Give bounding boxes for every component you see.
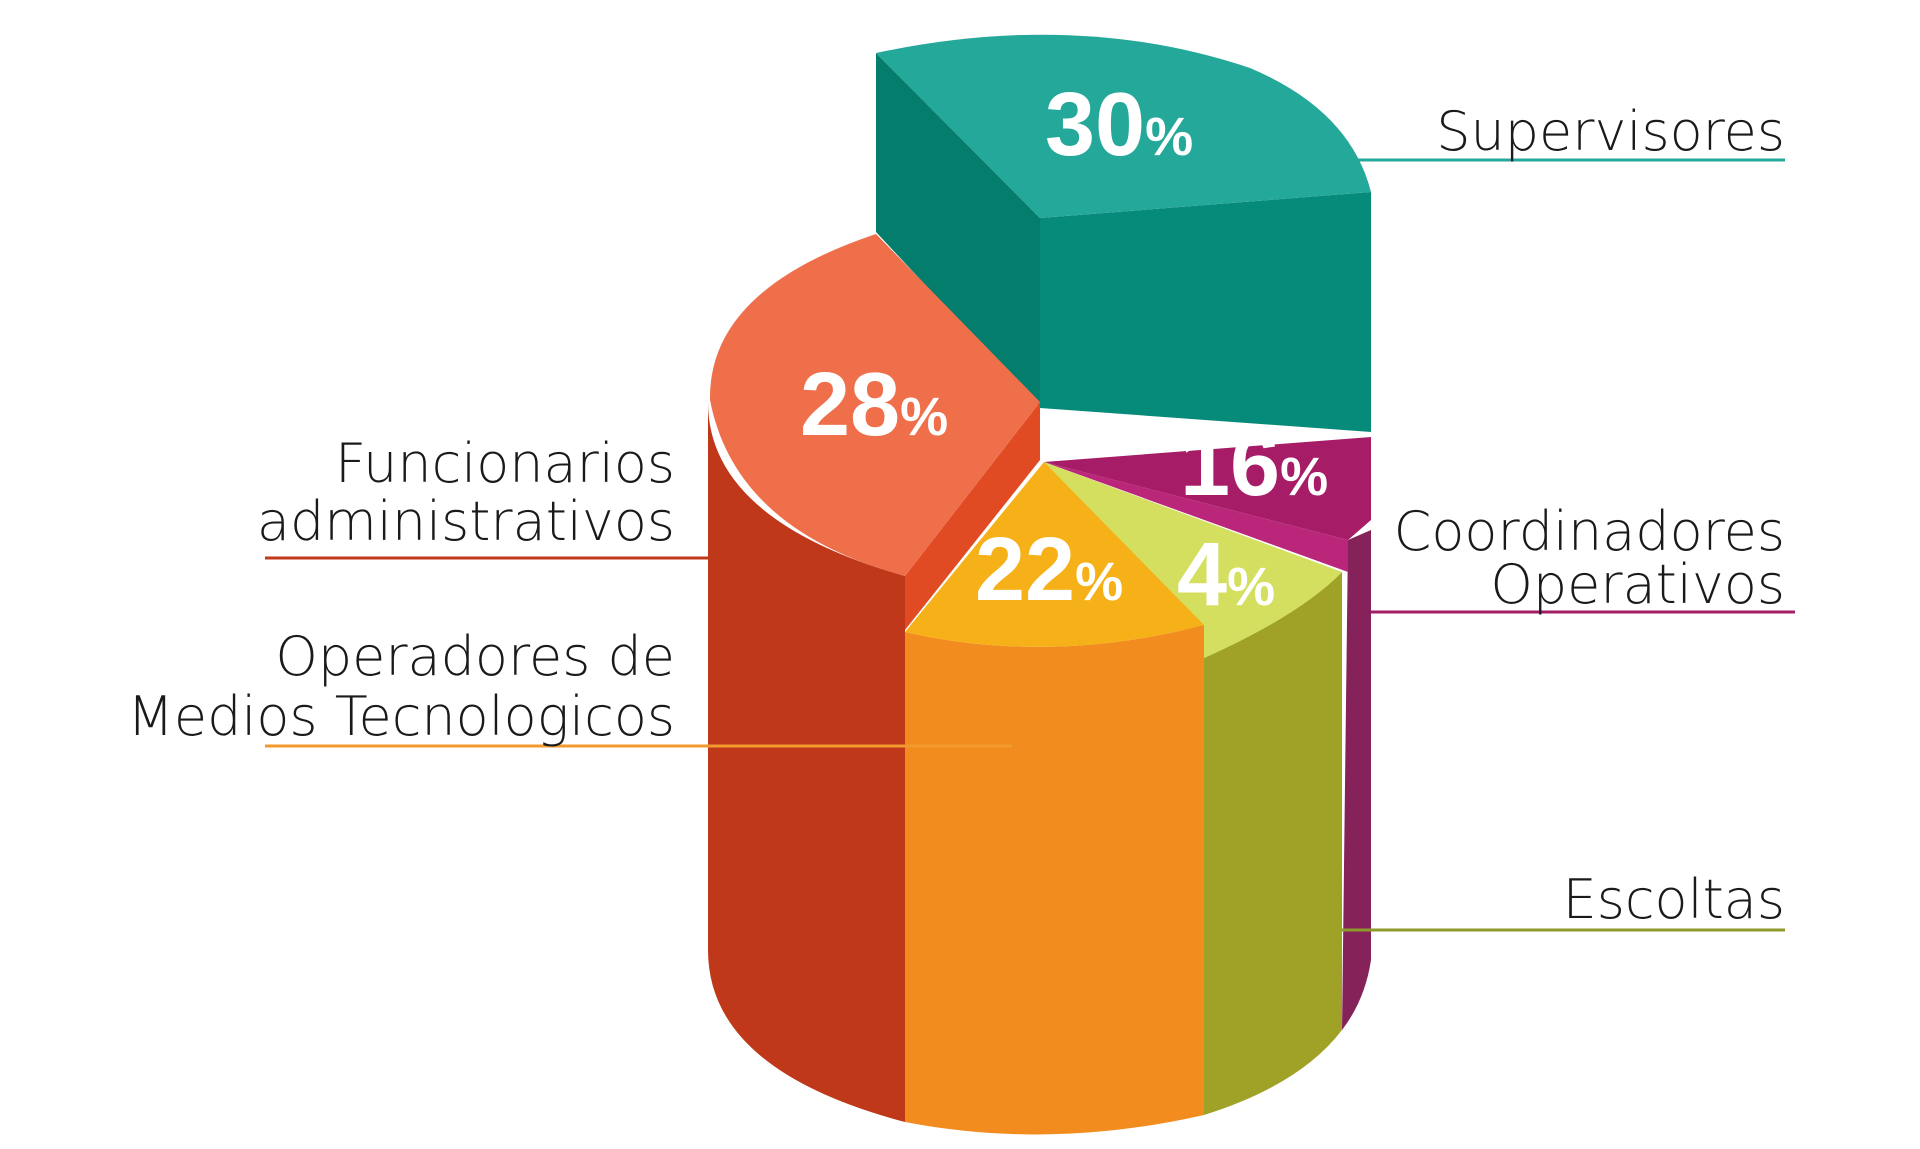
- category-label-coordinadores-line1: Coordinadores: [1394, 500, 1785, 563]
- pct-sign-supervisores: %: [1145, 107, 1193, 167]
- category-label-coordinadores-line2: Operativos: [1490, 553, 1785, 616]
- slice-coordinadores-top: [1044, 437, 1371, 540]
- pct-label-supervisores: 30%: [1045, 75, 1193, 175]
- slice-coordinadores: [1044, 437, 1371, 1030]
- slice-supervisores-inner-side: [876, 53, 1040, 408]
- category-label-operadores-line1: Operadores de: [275, 625, 675, 688]
- pct-sign-escoltas: %: [1227, 557, 1275, 617]
- slice-escoltas-outer-side: [1204, 572, 1342, 1115]
- pct-value-operadores: 22: [975, 520, 1075, 620]
- pct-value-escoltas: 4: [1177, 525, 1227, 625]
- slice-supervisores: [876, 34, 1371, 432]
- pct-label-funcionarios: 28%: [800, 355, 948, 455]
- pct-label-coordinadores: 16%: [1180, 415, 1328, 515]
- category-label-escoltas: Escoltas: [1563, 868, 1785, 931]
- slice-coordinadores-inner-side: [1044, 462, 1348, 572]
- slice-funcionarios-inner-side: [905, 402, 1040, 630]
- slice-operadores-top: [905, 462, 1204, 647]
- pct-sign-coordinadores: %: [1280, 447, 1328, 507]
- pct-value-supervisores: 30: [1045, 75, 1145, 175]
- pct-sign-operadores: %: [1075, 552, 1123, 612]
- slice-coordinadores-outer-side: [1342, 530, 1371, 1030]
- slice-operadores-outer-side: [905, 625, 1204, 1135]
- category-label-funcionarios-line1: Funcionarios: [335, 432, 675, 495]
- slice-supervisores-top: [876, 34, 1371, 218]
- pct-value-funcionarios: 28: [800, 355, 900, 455]
- pct-value-coordinadores: 16: [1180, 415, 1280, 515]
- slice-funcionarios: [708, 234, 1040, 1122]
- slice-funcionarios-top: [709, 234, 1040, 576]
- pct-sign-funcionarios: %: [900, 387, 948, 447]
- slice-escoltas: [1044, 462, 1342, 1115]
- slice-funcionarios-outer-side: [708, 402, 905, 1122]
- category-label-supervisores: Supervisores: [1436, 100, 1785, 163]
- slice-supervisores-front-side: [1040, 192, 1371, 432]
- pct-label-operadores: 22%: [975, 520, 1123, 620]
- category-label-funcionarios-line2: administrativos: [257, 490, 675, 553]
- slice-operadores: [905, 462, 1204, 1135]
- category-label-operadores-line2: Medios Tecnologicos: [127, 685, 675, 748]
- pct-label-escoltas: 4%: [1177, 525, 1275, 625]
- slice-escoltas-top: [1044, 462, 1342, 658]
